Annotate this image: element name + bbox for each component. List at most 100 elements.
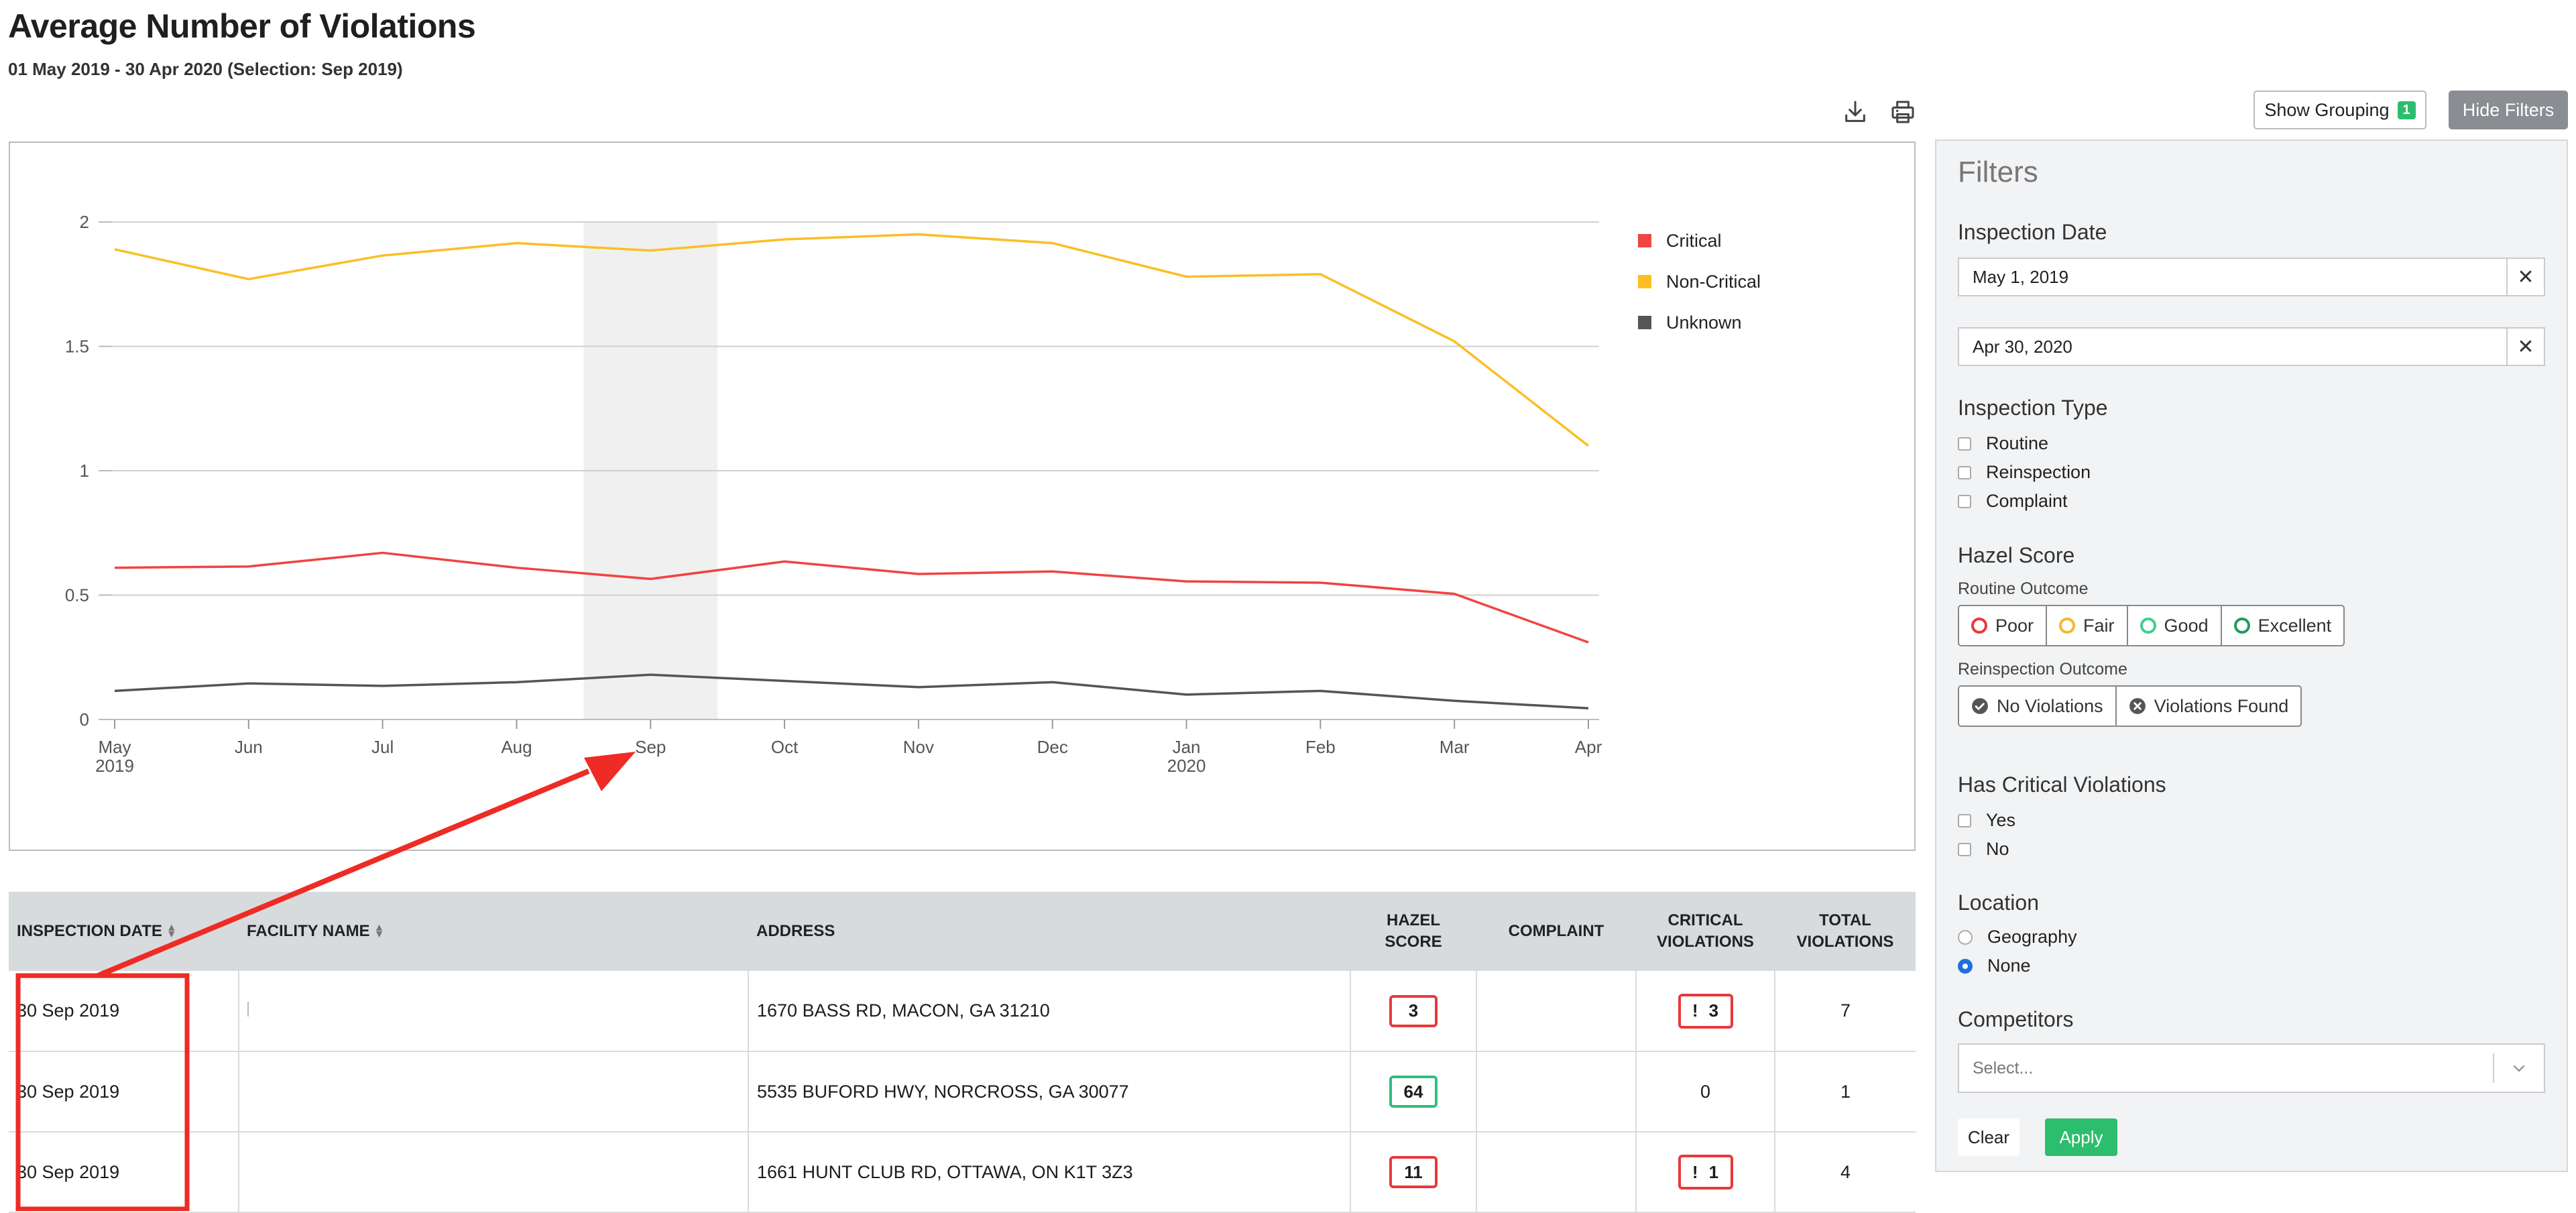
- checkbox[interactable]: [1958, 494, 1971, 508]
- col-header-inspection-date[interactable]: Inspection Date ▲ ▼: [17, 921, 177, 941]
- cell-complaint: [1476, 971, 1637, 1051]
- y-tick-label: 2: [80, 212, 89, 232]
- cell-facility-name: [239, 971, 749, 1051]
- alert-icon: !: [1692, 1000, 1698, 1021]
- checkbox[interactable]: [1958, 842, 1971, 856]
- radio-none[interactable]: None: [1958, 956, 2077, 976]
- cell-facility-name: [239, 1051, 749, 1132]
- cell-inspection-date: 30 Sep 2019: [9, 1051, 239, 1132]
- location-options: Geography None: [1958, 927, 2077, 976]
- inspection-type-label: Inspection Type: [1958, 396, 2108, 420]
- hazel-score-badge: 11: [1389, 1156, 1438, 1188]
- check-circle-icon: [1972, 698, 1988, 714]
- sort-icon[interactable]: ▲ ▼: [166, 922, 177, 941]
- x-tick-label: Oct: [771, 737, 799, 757]
- x-tick-label: Mar: [1440, 737, 1470, 757]
- printer-icon[interactable]: [1887, 97, 1918, 127]
- date-from-input[interactable]: May 1, 2019: [1958, 257, 2508, 296]
- clear-icon[interactable]: ✕: [2508, 327, 2545, 366]
- competitors-label: Competitors: [1958, 1007, 2074, 1031]
- col-header-hazel-score: Hazel Score: [1385, 911, 1442, 951]
- show-grouping-button[interactable]: Show Grouping 1: [2253, 91, 2426, 129]
- x-tick-label: Nov: [903, 737, 934, 757]
- location-label: Location: [1958, 890, 2039, 915]
- checkbox-reinspection[interactable]: Reinspection: [1958, 462, 2091, 483]
- checkbox[interactable]: [1958, 813, 1971, 827]
- inspection-type-options: Routine Reinspection Complaint: [1958, 433, 2091, 512]
- checkbox-complaint[interactable]: Complaint: [1958, 491, 2091, 512]
- sort-icon[interactable]: ▲ ▼: [373, 922, 385, 941]
- x-tick-label: Aug: [501, 737, 532, 757]
- legend-label: Non-Critical: [1666, 272, 1761, 292]
- reinspection-outcome-label: Reinspection Outcome: [1958, 660, 2127, 679]
- page-title: Average Number of Violations: [8, 7, 476, 45]
- x-tick-label: Jul: [371, 737, 394, 757]
- alert-icon: !: [1692, 1161, 1698, 1182]
- legend-swatch: [1638, 316, 1651, 329]
- legend-swatch: [1638, 234, 1651, 247]
- table-row[interactable]: 30 Sep 2019 5535 BUFORD HWY, NORCROSS, G…: [9, 1051, 1916, 1132]
- hazel-score-badge: 64: [1389, 1076, 1438, 1108]
- table-row[interactable]: 30 Sep 2019 1670 BASS RD, MACON, GA 3121…: [9, 971, 1916, 1051]
- download-icon[interactable]: [1840, 97, 1871, 127]
- violations-found-toggle[interactable]: Violations Found: [2117, 687, 2301, 726]
- show-grouping-label: Show Grouping: [2264, 99, 2390, 120]
- no-violations-toggle[interactable]: No Violations: [1959, 687, 2117, 726]
- checkbox[interactable]: [1958, 465, 1971, 479]
- col-header-facility-name[interactable]: Facility Name ▲ ▼: [247, 921, 385, 941]
- has-critical-options: Yes No: [1958, 810, 2015, 860]
- y-tick-label: 1.5: [65, 337, 89, 357]
- cell-complaint: [1476, 1051, 1637, 1132]
- hazel-score-label: Hazel Score: [1958, 543, 2075, 567]
- y-tick-label: 1: [80, 461, 89, 481]
- circle-icon: [2059, 618, 2076, 634]
- col-header-address: Address: [756, 921, 835, 940]
- outcome-poor-toggle[interactable]: Poor: [1959, 606, 2048, 645]
- col-header-critical-violations: Critical Violations: [1657, 911, 1754, 951]
- x-tick-label: Sep: [635, 737, 666, 757]
- radio-button[interactable]: [1958, 929, 1973, 945]
- outcome-fair-toggle[interactable]: Fair: [2047, 606, 2128, 645]
- date-from-field: May 1, 2019 ✕: [1958, 257, 2545, 296]
- cell-critical-violations: 0: [1636, 1051, 1775, 1132]
- chevron-down-icon[interactable]: [2494, 1060, 2544, 1076]
- line-chart[interactable]: 0 0.5 1 1.5 2 May 2019 Jun Jul Aug Sep Oct Nov Dec Jan…: [10, 143, 1914, 850]
- date-to-input[interactable]: Apr 30, 2020: [1958, 327, 2508, 366]
- cell-facility-name: [239, 1132, 749, 1212]
- cell-address: 5535 BUFORD HWY, NORCROSS, GA 30077: [748, 1051, 1351, 1132]
- series-line-unknown: [114, 673, 1589, 710]
- date-to-field: Apr 30, 2020 ✕: [1958, 327, 2545, 366]
- checkbox[interactable]: [1958, 437, 1971, 451]
- outcome-good-toggle[interactable]: Good: [2128, 606, 2222, 645]
- cell-critical-violations: ! 1: [1636, 1132, 1775, 1212]
- clear-button[interactable]: Clear: [1958, 1118, 2019, 1156]
- legend-swatch: [1638, 275, 1651, 288]
- radio-geography[interactable]: Geography: [1958, 927, 2077, 947]
- clear-icon[interactable]: ✕: [2508, 257, 2545, 296]
- checkbox-yes[interactable]: Yes: [1958, 810, 2015, 831]
- apply-button[interactable]: Apply: [2045, 1118, 2117, 1156]
- hide-filters-button[interactable]: Hide Filters: [2449, 91, 2568, 129]
- page-subtitle: 01 May 2019 - 30 Apr 2020 (Selection: Se…: [8, 59, 403, 79]
- col-header-total-violations: Total Violations: [1796, 911, 1894, 951]
- competitors-select[interactable]: Select...: [1958, 1043, 2545, 1093]
- legend-label: Critical: [1666, 231, 1722, 251]
- x-tick-label: Jan 2020: [1167, 737, 1206, 776]
- table-header-row: Inspection Date ▲ ▼ Facility Name ▲ ▼ Addres…: [9, 892, 1916, 971]
- radio-button-selected[interactable]: [1958, 958, 1973, 974]
- redacted-facility-name: [247, 1002, 249, 1017]
- checkbox-routine[interactable]: Routine: [1958, 433, 2091, 454]
- inspection-date-label: Inspection Date: [1958, 220, 2107, 244]
- series-line-non-critical: [114, 233, 1590, 447]
- outcome-excellent-toggle[interactable]: Excellent: [2222, 606, 2344, 645]
- x-tick-label: Jun: [235, 737, 263, 757]
- cell-inspection-date: 30 Sep 2019: [9, 1132, 239, 1212]
- cell-total-violations: 7: [1840, 1000, 1851, 1021]
- competitors-placeholder: Select...: [1973, 1058, 2034, 1078]
- checkbox-no[interactable]: No: [1958, 839, 2015, 860]
- table-row[interactable]: 30 Sep 2019 1661 HUNT CLUB RD, OTTAWA, O…: [9, 1132, 1916, 1212]
- legend-label: Unknown: [1666, 312, 1742, 333]
- hazel-score-badge: 3: [1389, 994, 1438, 1027]
- cell-complaint: [1476, 1132, 1637, 1212]
- col-header-complaint: Complaint: [1508, 921, 1604, 940]
